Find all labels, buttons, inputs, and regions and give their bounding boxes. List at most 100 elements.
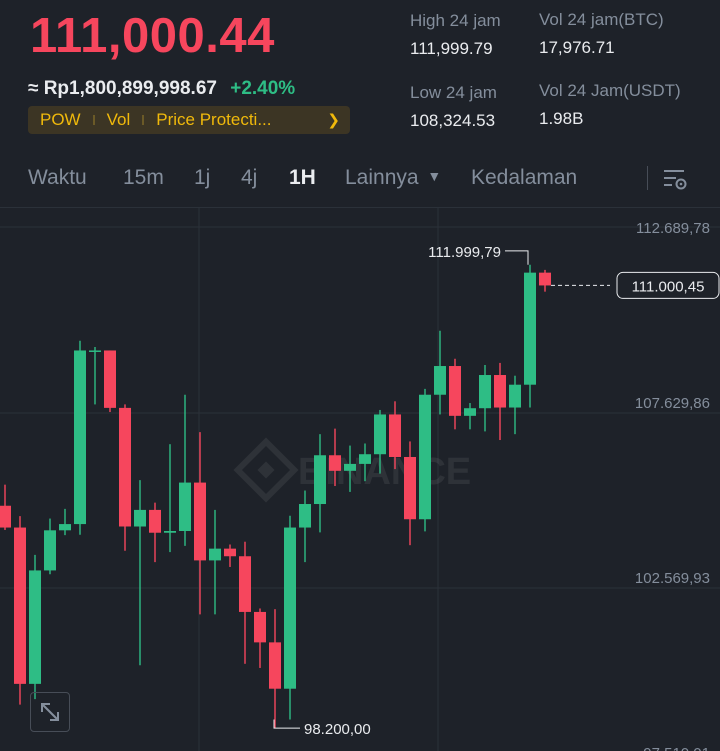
candle [524, 264, 536, 408]
candle-body [44, 530, 56, 571]
tab-4j[interactable]: 4j [241, 166, 258, 189]
candle-body [239, 556, 251, 612]
candle [179, 394, 191, 546]
tab-separator [647, 166, 648, 190]
candle-body [374, 414, 386, 455]
candle-body [494, 375, 506, 408]
price-change: +2.40% [230, 78, 296, 99]
annotations: 111.999,79 98.200,00 111.000,45 [273, 244, 720, 738]
candle-body [59, 524, 71, 531]
tag-pow[interactable]: POW [40, 110, 81, 129]
vol-btc-value: 17,976.71 [539, 38, 615, 57]
dropdown-caret-icon: ▼ [427, 168, 442, 184]
watermark-text: BINANCE [298, 451, 471, 493]
candle-body [284, 527, 296, 689]
candle-body [344, 463, 356, 471]
candle [479, 364, 491, 432]
candle [74, 340, 86, 535]
candle [404, 441, 416, 546]
candle [209, 509, 221, 615]
candlestick-chart[interactable]: BINANCE 111.999,79 98.200,00 111.000,45 11… [0, 208, 720, 751]
candle [29, 554, 41, 700]
candle-body [539, 272, 551, 286]
tab-depth[interactable]: Kedalaman [471, 166, 578, 189]
candle [269, 609, 281, 729]
candle-body [209, 548, 221, 561]
ticker-header: 111,000.44 ≈ Rp1,800,899,998.67 +2.40% P… [0, 0, 720, 150]
candle-body [29, 570, 41, 684]
tag-separator [142, 115, 145, 125]
last-price-label: 111.000,45 [632, 278, 705, 295]
expand-button[interactable] [30, 692, 70, 732]
vol-usdt-value: 1.98B [539, 109, 584, 128]
chart-settings-icon[interactable] [662, 168, 688, 192]
candle-body [89, 350, 101, 352]
candle-body [404, 456, 416, 520]
low-marker-line [273, 719, 300, 729]
tag-price-protection[interactable]: Price Protecti... [156, 110, 272, 129]
candle [0, 484, 11, 530]
chevron-right-icon[interactable]: ❯ [327, 112, 340, 129]
interval-tabs: Waktu 15m 1j 4j 1H Lainnya ▼ Kedalaman [0, 160, 720, 200]
candle [284, 515, 296, 720]
tag-vol[interactable]: Vol [106, 110, 131, 129]
candle [374, 409, 386, 474]
candle-body [254, 611, 266, 643]
candle [134, 480, 146, 666]
fiat-row: ≈ Rp1,800,899,998.67 +2.40% [28, 78, 295, 100]
candle-body [509, 384, 521, 408]
candle-body [269, 642, 281, 689]
candle-body [164, 530, 176, 533]
candle-body [419, 394, 431, 520]
candle-body [524, 272, 536, 385]
tab-1h[interactable]: 1H [289, 166, 316, 189]
candle [239, 541, 251, 664]
candle [419, 388, 431, 532]
candle [44, 518, 56, 575]
high-marker-label: 111.999,79 [428, 244, 501, 261]
tab-waktu[interactable]: Waktu [28, 166, 87, 189]
tab-1j[interactable]: 1j [194, 166, 211, 189]
candle [434, 330, 446, 415]
candle-body [389, 414, 401, 457]
tag-bar[interactable]: POW Vol Price Protecti... ❯ [28, 106, 350, 134]
candle-body [464, 408, 476, 416]
tag-separator [92, 115, 95, 125]
candle [299, 490, 311, 563]
candle-body [299, 504, 311, 528]
last-price: 111,000.44 [30, 9, 275, 63]
candle-body [0, 505, 11, 528]
candle [14, 516, 26, 705]
candle [59, 508, 71, 536]
candle [254, 608, 266, 668]
candle-body [449, 366, 461, 416]
candle [224, 544, 236, 567]
candle [314, 434, 326, 533]
header-divider [0, 207, 720, 208]
candles [0, 264, 551, 729]
candle-body [119, 407, 131, 527]
candle-body [194, 482, 206, 561]
candle [464, 403, 476, 430]
candle-body [14, 527, 26, 684]
last-price-box [616, 271, 720, 299]
candle-body [329, 455, 341, 471]
candle-body [74, 350, 86, 525]
candle-body [359, 454, 371, 464]
candle-body [134, 509, 146, 527]
candle [164, 444, 176, 553]
fiat-price: ≈ Rp1,800,899,998.67 [28, 78, 217, 99]
candle [344, 445, 356, 492]
candle [389, 401, 401, 470]
low-24h-label: Low 24 jam [410, 83, 497, 102]
candle-body [104, 350, 116, 408]
candle [104, 350, 116, 413]
candle [359, 443, 371, 482]
candle [149, 502, 161, 563]
tab-more[interactable]: Lainnya ▼ [345, 166, 441, 190]
candle-body [479, 375, 491, 409]
tab-15m[interactable]: 15m [123, 166, 164, 189]
candle [449, 358, 461, 430]
y-tick-label: 102.569,93 [635, 570, 710, 587]
candle [329, 428, 341, 487]
